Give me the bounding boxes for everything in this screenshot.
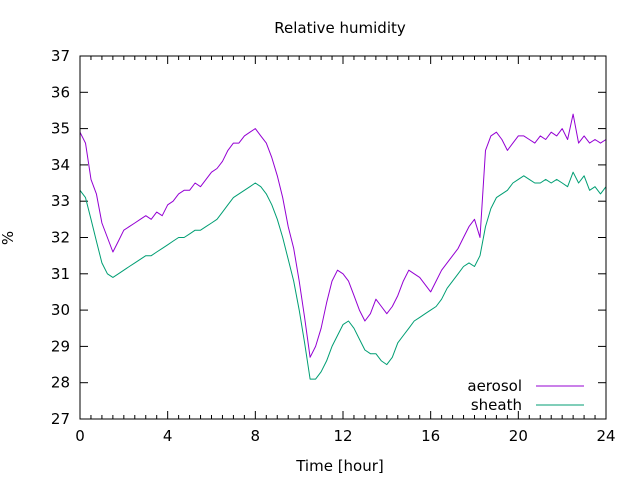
x-tick-label: 16 bbox=[421, 427, 440, 445]
x-tick-label: 20 bbox=[509, 427, 528, 445]
legend-label-sheath: sheath bbox=[471, 396, 522, 414]
y-axis-label: % bbox=[0, 231, 17, 245]
y-tick-label: 27 bbox=[51, 410, 70, 428]
series-line-aerosol bbox=[79, 113, 607, 358]
y-tick-label: 28 bbox=[51, 374, 70, 392]
x-tick-label: 4 bbox=[163, 427, 173, 445]
series-line-sheath bbox=[79, 171, 607, 380]
y-tick-label: 32 bbox=[51, 229, 70, 247]
x-tick-label: 24 bbox=[596, 427, 615, 445]
x-axis-label: Time [hour] bbox=[295, 457, 384, 475]
x-tick-label: 12 bbox=[333, 427, 352, 445]
x-tick-label: 0 bbox=[75, 427, 85, 445]
y-tick-label: 30 bbox=[51, 301, 70, 319]
legend-label-aerosol: aerosol bbox=[467, 377, 522, 395]
y-tick-label: 29 bbox=[51, 337, 70, 355]
axis-ticks: 27 28 29 30 31 32 33 34 35 36 37 0 4 8 12 16 20 24 bbox=[51, 47, 616, 445]
y-tick-label: 35 bbox=[51, 120, 70, 138]
y-tick-label: 34 bbox=[51, 156, 70, 174]
chart-title: Relative humidity bbox=[274, 19, 406, 37]
y-tick-label: 37 bbox=[51, 47, 70, 65]
x-tick-label: 8 bbox=[251, 427, 261, 445]
y-tick-label: 36 bbox=[51, 83, 70, 101]
plot-border bbox=[79, 55, 607, 420]
y-tick-label: 33 bbox=[51, 192, 70, 210]
series-group bbox=[79, 113, 607, 380]
y-tick-label: 31 bbox=[51, 265, 70, 283]
